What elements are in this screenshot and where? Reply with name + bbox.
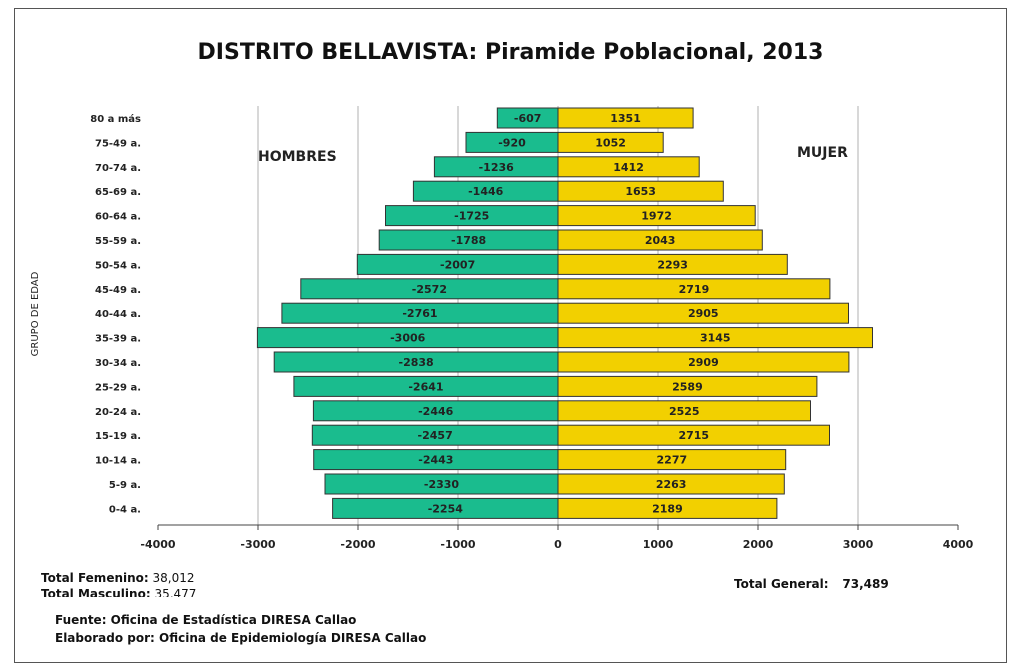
bar-mujer [557, 278, 831, 300]
age-group-label: 60-64 a. [95, 212, 141, 223]
x-tick-label: -3000 [240, 538, 276, 551]
age-group-label: 50-54 a. [95, 260, 141, 271]
source-note: Fuente: Oficina de Estadística DIRESA Ca… [55, 613, 357, 627]
x-tick-label: -4000 [140, 538, 176, 551]
age-group-label: 0-4 a. [109, 504, 141, 515]
x-tick-label: 2000 [743, 538, 774, 551]
x-tick-label: -1000 [440, 538, 476, 551]
bar-mujer [557, 131, 664, 153]
bar-mujer [557, 229, 763, 251]
x-tick-labels: -4000 -3000 -2000 -1000 0 1000 2000 3000 4000 [140, 538, 973, 551]
bar-mujer [557, 156, 700, 178]
bar-mujer [557, 473, 785, 495]
value-label-mujer: 2589 [672, 380, 703, 393]
age-group-label: 15-19 a. [95, 431, 141, 442]
age-group-label: 40-44 a. [95, 309, 141, 320]
age-group-label: 75-49 a. [95, 138, 141, 149]
age-group-label: 80 a más [90, 113, 141, 125]
value-label-hombres: -2446 [418, 405, 454, 418]
bar-mujer [557, 375, 818, 397]
value-label-hombres: -1788 [451, 234, 486, 247]
value-label-mujer: 1972 [641, 210, 672, 223]
bar-mujer [557, 351, 850, 373]
value-label-mujer: 2293 [657, 258, 688, 271]
total-general-value: 73,489 [842, 577, 889, 591]
bar-mujer [557, 449, 787, 471]
total-female-value: 38,012 [152, 571, 195, 585]
bar-mujer [557, 424, 830, 446]
hombres-label: HOMBRES [258, 149, 337, 165]
bar-mujer [557, 205, 756, 227]
value-label-mujer: 2043 [645, 234, 676, 247]
value-label-hombres: -1446 [468, 185, 504, 198]
age-group-label: 25-29 a. [95, 382, 141, 393]
value-label-mujer: 1653 [625, 185, 656, 198]
x-tick-label: -2000 [340, 538, 376, 551]
value-label-hombres: -2443 [418, 454, 453, 467]
bar-mujer [557, 302, 849, 324]
x-tick-label: 0 [554, 538, 562, 551]
total-general-label: Total General: [734, 577, 829, 591]
bar-mujer [557, 180, 724, 202]
value-label-mujer: 2909 [688, 356, 719, 369]
value-label-hombres: -607 [514, 112, 542, 125]
value-label-hombres: -2330 [424, 478, 460, 491]
value-label-mujer: 2277 [657, 454, 688, 467]
x-tick-label: 3000 [843, 538, 874, 551]
age-group-label: 30-34 a. [95, 358, 141, 369]
chart-title: DISTRITO BELLAVISTA: Piramide Poblaciona… [197, 40, 824, 65]
value-label-hombres: -2007 [440, 258, 475, 271]
value-label-hombres: -2761 [402, 307, 437, 320]
total-male-value: 35,477 [154, 587, 197, 597]
value-label-hombres: -2572 [412, 283, 447, 296]
value-label-mujer: 2719 [679, 283, 710, 296]
age-group-label: 10-14 a. [95, 456, 141, 467]
x-tick-label: 4000 [943, 538, 974, 551]
total-female-label: Total Femenino: [41, 571, 149, 585]
value-label-mujer: 2525 [669, 405, 700, 418]
age-group-label: 65-69 a. [95, 187, 141, 198]
age-group-label: 45-49 a. [95, 285, 141, 296]
total-male: Total Masculino: 35,477 [41, 587, 196, 597]
bar-mujer [557, 497, 778, 519]
total-male-label: Total Masculino: [41, 587, 151, 597]
bar-mujer [557, 107, 694, 129]
value-label-hombres: -1236 [479, 161, 515, 174]
value-label-mujer: 1412 [613, 161, 644, 174]
value-label-mujer: 2189 [652, 502, 683, 515]
y-axis-label: GRUPO DE EDAD [30, 271, 41, 356]
bar-mujer [557, 253, 788, 275]
mujer-label: MUJER [797, 145, 848, 161]
age-group-labels: 80 a más 75-49 a. 70-74 a. 65-69 a. 60-64 a.… [90, 113, 141, 515]
value-label-hombres: -920 [498, 136, 526, 149]
total-general: Total General: 73,489 [734, 577, 889, 591]
bars: -607 1351 -920 1052 -1236 1412 -1446 1653 -1725 1… [256, 107, 873, 519]
value-label-mujer: 3145 [700, 332, 731, 345]
age-group-label: 35-39 a. [95, 334, 141, 345]
value-label-mujer: 2905 [688, 307, 719, 320]
prepared-by-note: Elaborado por: Oficina de Epidemiología … [55, 631, 427, 645]
value-label-hombres: -2254 [428, 502, 464, 515]
value-label-hombres: -2641 [408, 380, 443, 393]
value-label-mujer: 1351 [610, 112, 641, 125]
age-group-label: 70-74 a. [95, 163, 141, 174]
total-female: Total Femenino: 38,012 [41, 571, 195, 585]
bar-mujer [557, 327, 873, 349]
x-tick-label: 1000 [643, 538, 674, 551]
value-label-hombres: -1725 [454, 210, 489, 223]
value-label-mujer: 1052 [595, 136, 626, 149]
value-label-hombres: -2457 [418, 429, 453, 442]
age-group-label: 20-24 a. [95, 407, 141, 418]
value-label-mujer: 2715 [678, 429, 709, 442]
age-group-label: 5-9 a. [109, 480, 141, 491]
value-label-hombres: -2838 [399, 356, 434, 369]
bar-mujer [557, 400, 811, 422]
value-label-hombres: -3006 [390, 332, 426, 345]
value-label-mujer: 2263 [656, 478, 687, 491]
age-group-label: 55-59 a. [95, 236, 141, 247]
